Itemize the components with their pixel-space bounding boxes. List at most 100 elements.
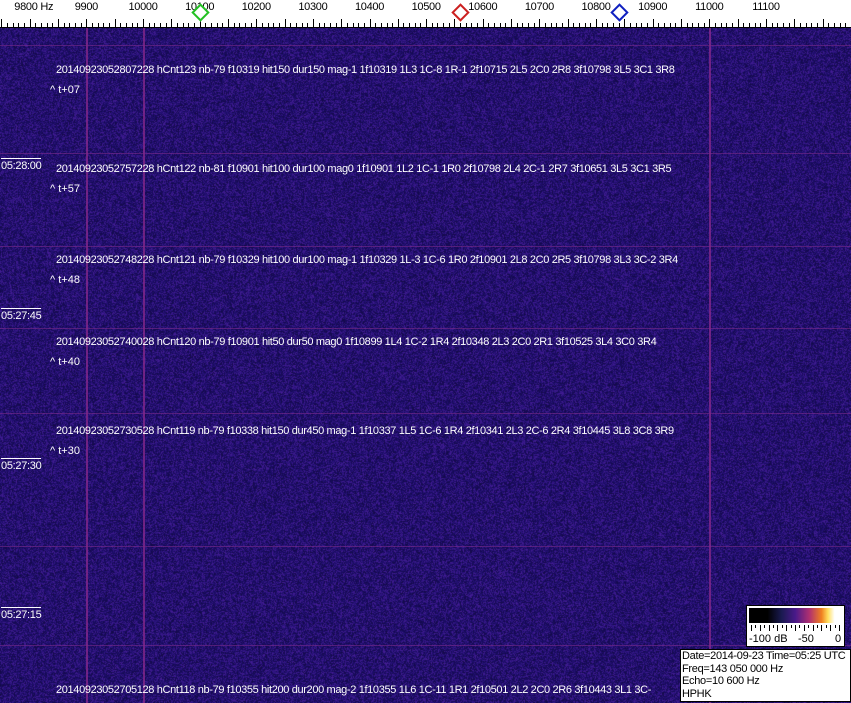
scale-tick <box>751 625 752 631</box>
axis-tick <box>437 23 438 27</box>
axis-tick <box>828 23 829 27</box>
scale-min-label: -100 dB <box>749 633 788 645</box>
axis-tick <box>760 23 761 27</box>
axis-tick <box>262 23 263 27</box>
blue-marker[interactable] <box>610 3 628 21</box>
axis-tick <box>585 23 586 27</box>
axis-tick <box>30 19 31 27</box>
axis-tick <box>358 23 359 27</box>
axis-tick <box>653 19 654 27</box>
axis-tick <box>845 23 846 27</box>
grid-line <box>0 645 851 646</box>
axis-tick <box>296 23 297 27</box>
axis-tick <box>721 23 722 27</box>
axis-tick <box>420 23 421 27</box>
scale-tick <box>813 625 814 631</box>
grid-line <box>0 328 851 329</box>
axis-tick <box>426 19 427 27</box>
interference-line <box>86 28 88 703</box>
axis-tick <box>81 23 82 27</box>
axis-tick <box>817 23 818 27</box>
axis-tick <box>143 19 144 27</box>
frequency-label: 10500 <box>412 1 441 13</box>
frequency-label: 10600 <box>468 1 497 13</box>
grid-line <box>0 546 851 547</box>
axis-tick <box>766 19 767 27</box>
frequency-label: 10900 <box>638 1 667 13</box>
axis-tick <box>471 23 472 27</box>
echo-frequency: Echo=10 600 Hz <box>682 675 850 688</box>
axis-tick <box>228 19 229 27</box>
axis-tick <box>154 23 155 27</box>
axis-tick <box>279 23 280 27</box>
axis-tick <box>381 23 382 27</box>
axis-tick <box>602 23 603 27</box>
time-offset: ^ t+07 <box>50 84 80 96</box>
db-color-scale: -100 dB -50 0 <box>746 605 845 647</box>
axis-tick <box>222 23 223 27</box>
axis-tick <box>171 19 172 27</box>
time-mark: 05:28:00 <box>1 158 41 172</box>
axis-tick <box>794 19 795 27</box>
scale-tick <box>760 625 761 631</box>
axis-tick <box>251 23 252 27</box>
axis-tick <box>675 23 676 27</box>
axis-tick <box>494 23 495 27</box>
axis-tick <box>398 19 399 27</box>
axis-tick <box>92 23 93 27</box>
frequency: Freq=143 050 000 Hz <box>682 663 850 676</box>
scale-mid-label: -50 <box>798 633 814 645</box>
detection-record: 20140923052748228 hCnt121 nb-79 f10329 h… <box>56 254 678 266</box>
axis-tick <box>698 23 699 27</box>
frequency-label: 10700 <box>525 1 554 13</box>
time-offset: ^ t+57 <box>50 183 80 195</box>
axis-tick <box>24 23 25 27</box>
axis-tick <box>35 23 36 27</box>
axis-tick <box>619 23 620 27</box>
axis-tick <box>120 23 121 27</box>
axis-tick <box>268 23 269 27</box>
axis-tick <box>1 19 2 27</box>
axis-tick <box>505 23 506 27</box>
grid-line <box>0 45 851 46</box>
grid-line <box>0 413 851 414</box>
station-code: HPHK <box>682 688 850 701</box>
axis-tick <box>460 23 461 27</box>
scale-tick <box>777 625 778 631</box>
axis-tick <box>743 23 744 27</box>
frequency-label: 9800 Hz <box>14 1 53 13</box>
axis-tick <box>18 23 19 27</box>
frequency-label: 10800 <box>581 1 610 13</box>
axis-tick <box>69 23 70 27</box>
date-time: Date=2014-09-23 Time=05:25 UTC <box>682 650 850 663</box>
axis-tick <box>466 23 467 27</box>
detection-record: 20140923052705128 hCnt118 nb-79 f10355 h… <box>56 684 651 696</box>
axis-tick <box>217 23 218 27</box>
axis-tick <box>522 23 523 27</box>
time-mark: 05:27:15 <box>1 607 41 621</box>
time-offset: ^ t+30 <box>50 445 80 457</box>
axis-tick <box>715 23 716 27</box>
scale-tick <box>795 625 796 631</box>
axis-tick <box>500 23 501 27</box>
axis-tick <box>149 23 150 27</box>
axis-tick <box>160 23 161 27</box>
scale-tick <box>791 625 792 628</box>
grid-line <box>0 153 851 154</box>
axis-tick <box>64 23 65 27</box>
axis-tick <box>364 23 365 27</box>
axis-tick <box>324 23 325 27</box>
scale-tick <box>799 625 800 628</box>
spectrogram <box>0 28 851 703</box>
axis-tick <box>755 23 756 27</box>
axis-tick <box>511 19 512 27</box>
scale-tick <box>769 625 770 631</box>
axis-tick <box>319 23 320 27</box>
axis-tick <box>307 23 308 27</box>
axis-tick <box>670 23 671 27</box>
time-offset: ^ t+48 <box>50 274 80 286</box>
axis-tick <box>336 23 337 27</box>
axis-tick <box>137 23 138 27</box>
axis-tick <box>443 23 444 27</box>
axis-tick <box>330 23 331 27</box>
